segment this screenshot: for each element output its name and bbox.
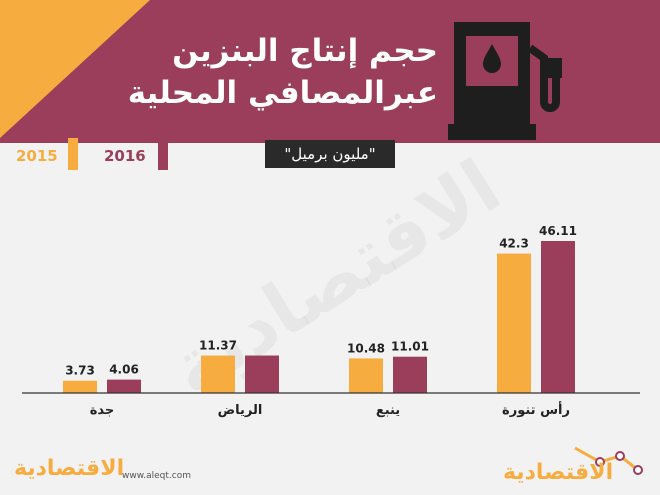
bar-2016-1 <box>245 355 279 393</box>
data-label-2016-0: 4.06 <box>109 363 139 377</box>
data-label-2016-2: 11.01 <box>391 340 429 354</box>
header-banner: حجم إنتاج البنزين عبرالمصافي المحلية <box>0 0 660 143</box>
legend-2015: 2015 <box>10 138 80 170</box>
legend-2016-label: 2016 <box>104 147 146 165</box>
data-label-2016-3: 46.11 <box>539 224 577 238</box>
footer-decoration <box>574 446 643 475</box>
category-label-3: رأس تنورة <box>502 401 570 418</box>
unit-label: "مليون برميل" <box>265 140 395 168</box>
category-label-0: جدة <box>90 403 115 418</box>
data-label-2015-3: 42.3 <box>499 237 529 251</box>
category-label-2: ينبع <box>376 403 400 418</box>
footer-url: www.aleqt.com <box>122 471 191 481</box>
footer-logo-right: الاقتصادية <box>503 460 614 485</box>
category-label-1: الرياض <box>218 403 263 418</box>
legend-2016: 2016 <box>100 138 170 170</box>
data-label-2015-1: 11.37 <box>199 339 237 353</box>
bar-2015-0 <box>63 380 97 393</box>
header-orange-accent <box>0 0 150 138</box>
bar-2015-3 <box>497 253 531 393</box>
legend-2015-swatch <box>68 138 78 170</box>
legend-2016-swatch <box>158 138 168 170</box>
bar-2016-0 <box>107 379 141 393</box>
data-label-2015-0: 3.73 <box>65 364 95 378</box>
title-line-2: عبرالمصافي المحلية <box>127 75 438 111</box>
bar-2016-3 <box>541 241 575 393</box>
bar-2015-2 <box>349 358 383 393</box>
chart-title: حجم إنتاج البنزين عبرالمصافي المحلية <box>108 30 438 114</box>
bar-2015-1 <box>201 355 235 393</box>
data-label-2015-2: 10.48 <box>347 341 385 355</box>
legend-2015-label: 2015 <box>16 147 58 165</box>
title-line-1: حجم إنتاج البنزين <box>172 33 438 69</box>
fuel-pump-icon <box>448 22 562 140</box>
footer-logo-left: الاقتصادية <box>14 456 125 481</box>
bar-2016-2 <box>393 356 427 393</box>
